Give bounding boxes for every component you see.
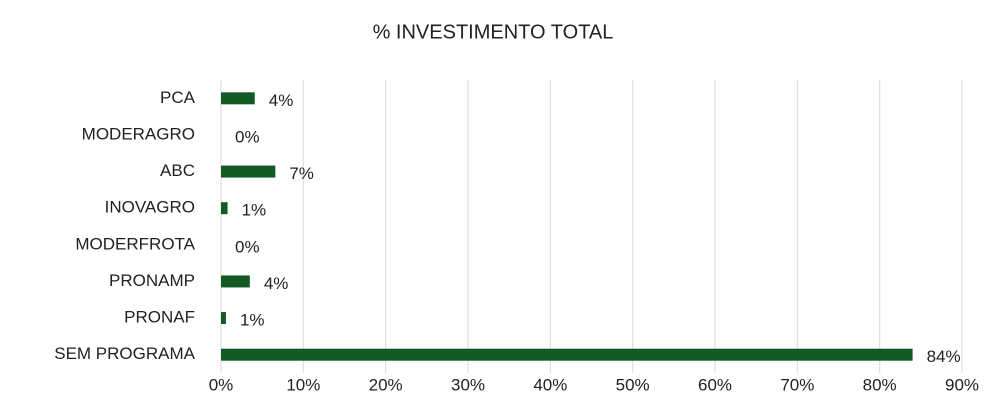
x-tick-label: 30% [451, 375, 485, 394]
y-tick-label: MODERAGRO [82, 124, 195, 143]
bar [221, 92, 255, 105]
y-tick-label: MODERFROTA [75, 234, 195, 253]
x-tick-label: 50% [616, 375, 650, 394]
data-label: 4% [269, 91, 294, 110]
bar [221, 165, 276, 178]
x-tick-label: 90% [945, 375, 979, 394]
bar [221, 202, 228, 215]
x-tick-label: 80% [863, 375, 897, 394]
y-tick-label: INOVAGRO [105, 198, 195, 217]
x-tick-label: 40% [533, 375, 567, 394]
y-tick-label: PRONAMP [109, 271, 195, 290]
chart-title: % INVESTIMENTO TOTAL [373, 21, 614, 43]
data-label: 4% [264, 274, 289, 293]
data-label: 1% [242, 201, 267, 220]
x-tick-label: 60% [698, 375, 732, 394]
y-tick-label: ABC [160, 161, 195, 180]
y-tick-label: SEM PROGRAMA [54, 344, 195, 363]
data-label: 7% [289, 164, 314, 183]
data-label: 0% [235, 237, 260, 256]
x-tick-label: 70% [780, 375, 814, 394]
data-label: 0% [235, 127, 260, 146]
x-tick-label: 0% [209, 375, 234, 394]
x-tick-label: 20% [369, 375, 403, 394]
x-tick-label: 10% [286, 375, 320, 394]
y-tick-label: PRONAF [124, 308, 195, 327]
bar [221, 275, 250, 288]
data-label: 1% [240, 311, 265, 330]
bar [221, 312, 226, 325]
data-label: 84% [927, 347, 961, 366]
y-tick-label: PCA [160, 88, 196, 107]
bar [221, 348, 913, 361]
